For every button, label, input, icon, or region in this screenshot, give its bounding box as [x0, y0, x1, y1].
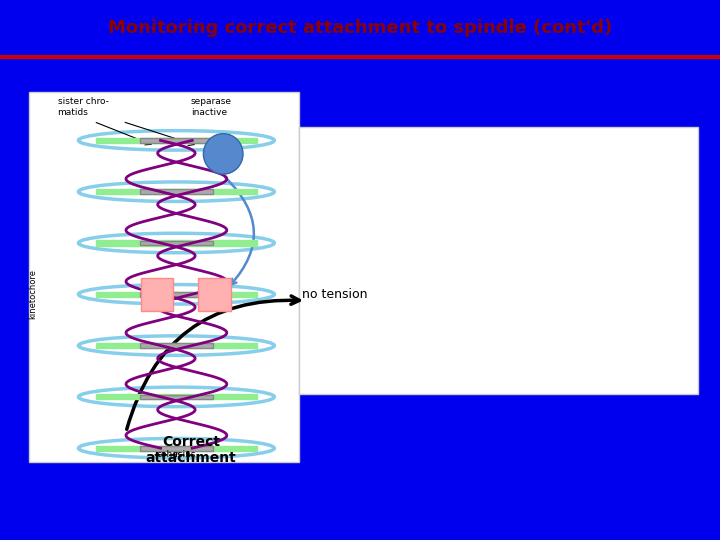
FancyBboxPatch shape — [140, 292, 213, 296]
Text: separase
inactive: separase inactive — [191, 97, 232, 117]
FancyBboxPatch shape — [96, 343, 257, 348]
FancyBboxPatch shape — [198, 278, 230, 310]
FancyBboxPatch shape — [96, 446, 257, 451]
FancyBboxPatch shape — [140, 446, 213, 450]
Text: cohesins: cohesins — [157, 450, 196, 459]
Text: sister chro-
matids: sister chro- matids — [58, 97, 109, 117]
FancyBboxPatch shape — [140, 138, 213, 143]
FancyBboxPatch shape — [96, 138, 257, 143]
FancyBboxPatch shape — [29, 92, 299, 462]
FancyBboxPatch shape — [140, 343, 213, 348]
FancyBboxPatch shape — [140, 241, 213, 245]
FancyBboxPatch shape — [96, 292, 257, 297]
FancyBboxPatch shape — [299, 127, 698, 394]
Text: Monitoring correct attachment to spindle (cont'd): Monitoring correct attachment to spindle… — [108, 19, 612, 37]
Text: no tension: no tension — [302, 288, 368, 301]
Text: kinetochore: kinetochore — [29, 269, 37, 319]
FancyBboxPatch shape — [140, 190, 213, 194]
FancyBboxPatch shape — [140, 278, 173, 310]
FancyBboxPatch shape — [96, 394, 257, 400]
FancyBboxPatch shape — [96, 189, 257, 194]
FancyBboxPatch shape — [96, 240, 257, 246]
FancyBboxPatch shape — [140, 395, 213, 399]
Ellipse shape — [203, 133, 243, 174]
Text: Correct
attachment: Correct attachment — [145, 435, 236, 465]
